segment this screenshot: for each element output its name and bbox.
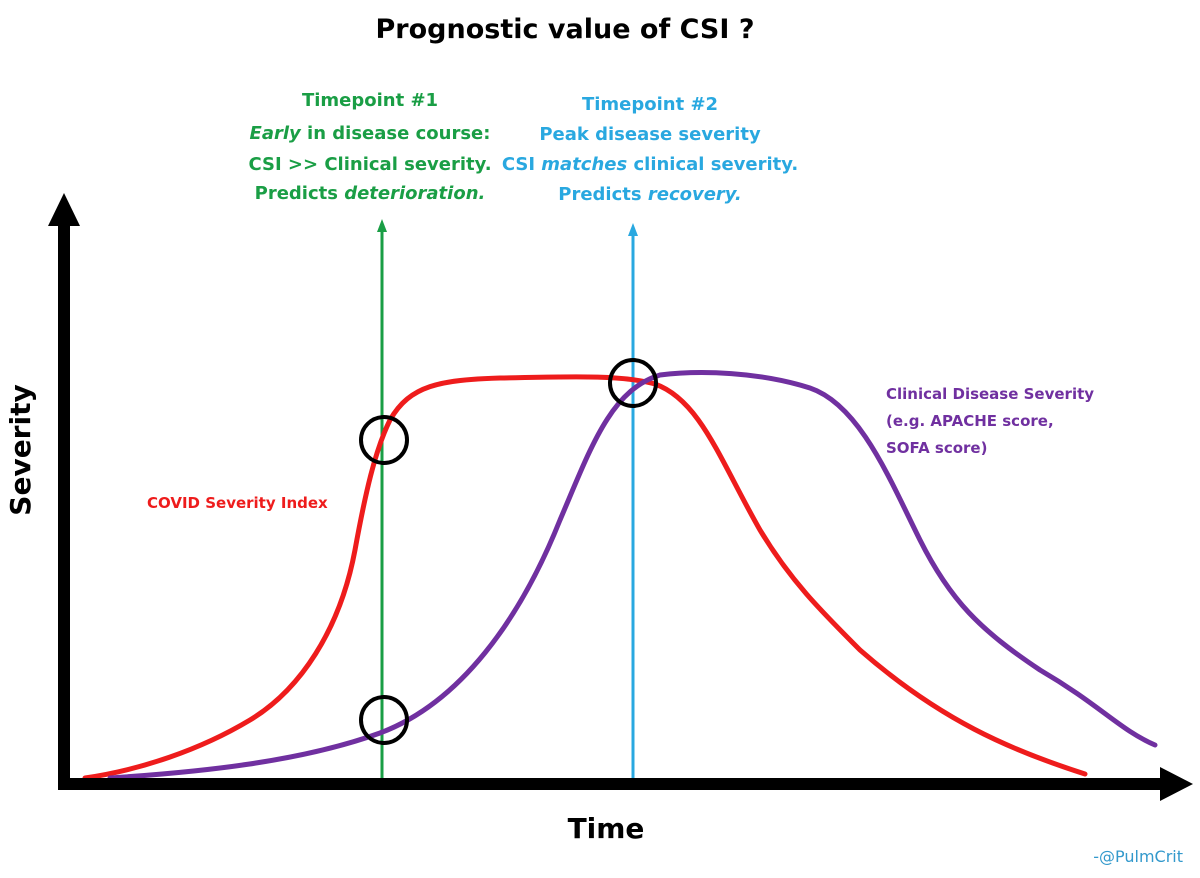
x-axis xyxy=(58,767,1193,801)
csi-curve xyxy=(82,374,1088,781)
timepoint1-arrowhead xyxy=(377,219,387,232)
timepoint2-line4-pre: Predicts xyxy=(558,184,648,205)
timepoint2-arrowhead xyxy=(628,223,638,236)
clinical-label-line3: SOFA score) xyxy=(886,439,987,457)
timepoint2-line3-pre: CSI xyxy=(502,154,541,175)
timepoint1-annotation: Timepoint #1 Early in disease course: CS… xyxy=(248,90,491,204)
timepoint1-marker xyxy=(377,219,387,778)
author-credit: -@PulmCrit xyxy=(1093,847,1183,866)
timepoint2-line2: Peak disease severity xyxy=(539,124,761,145)
timepoint1-csi-circle xyxy=(359,415,409,465)
timepoint1-line4-em: deterioration. xyxy=(344,183,485,204)
timepoint2-heading: Timepoint #2 xyxy=(582,94,718,115)
timepoint1-line2: Early in disease course: xyxy=(250,123,491,144)
clinical-curve-label: Clinical Disease Severity (e.g. APACHE s… xyxy=(886,385,1094,457)
timepoint2-line4: Predicts recovery. xyxy=(558,184,741,205)
x-axis-label: Time xyxy=(568,812,645,845)
y-axis-line xyxy=(58,220,70,790)
timepoint2-line3-em: matches xyxy=(541,154,627,175)
timepoint1-line2-em: Early xyxy=(250,123,302,144)
timepoint2-line3: CSI matches clinical severity. xyxy=(502,154,798,175)
timepoint1-line4-pre: Predicts xyxy=(255,183,345,204)
timepoint2-circle xyxy=(608,358,658,408)
clinical-curve xyxy=(107,370,1158,781)
timepoint1-clinical-circle xyxy=(359,695,409,745)
clinical-label-line2: (e.g. APACHE score, xyxy=(886,412,1054,430)
timepoint2-annotation: Timepoint #2 Peak disease severity CSI m… xyxy=(502,94,798,205)
csi-curve-label: COVID Severity Index xyxy=(147,494,328,512)
x-axis-arrowhead xyxy=(1160,767,1193,801)
timepoint2-line4-em: recovery. xyxy=(648,184,742,205)
clinical-label-line1: Clinical Disease Severity xyxy=(886,385,1094,403)
y-axis-label: Severity xyxy=(4,384,37,515)
timepoint1-line4: Predicts deterioration. xyxy=(255,183,486,204)
timepoint1-heading: Timepoint #1 xyxy=(302,90,438,111)
timepoint2-line3-rest: clinical severity. xyxy=(627,154,798,175)
y-axis xyxy=(48,193,80,790)
timepoint1-line2-rest: in disease course: xyxy=(301,123,491,144)
timepoint1-line3: CSI >> Clinical severity. xyxy=(248,154,491,175)
timepoint2-marker xyxy=(628,223,638,778)
diagram-title: Prognostic value of CSI ? xyxy=(376,14,755,45)
y-axis-arrowhead xyxy=(48,193,80,226)
x-axis-line xyxy=(58,778,1168,790)
